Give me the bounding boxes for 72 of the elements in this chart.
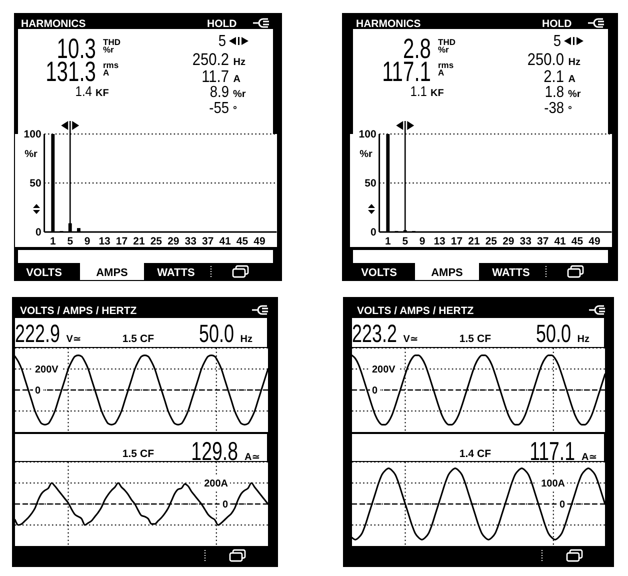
x-tick-label: 17 [450,236,463,248]
y-tick-label: 100A [541,478,565,490]
text: 223.2 V≃ [352,319,418,348]
y-tick-label: 200V [35,364,59,376]
x-tick-label: 37 [202,236,214,248]
text: 1.5 CF [459,333,492,345]
y-tick-label: 0 [35,386,41,396]
x-tick-label: 33 [520,236,532,248]
text: 50.0 Hz [198,319,252,348]
annotation: 129.8 A≃ [191,436,260,466]
text: 250.2 Hz [192,51,246,70]
text: 50.0 Hz [536,319,590,348]
chart-title: HARMONICS [21,18,86,30]
x-tick-label: 1 [384,236,391,248]
x-tick-label: 49 [588,236,600,248]
y-axis-title: %r [360,149,372,160]
chart-title: VOLTS / AMPS / HERTZ [20,305,138,317]
x-tick-label: 37 [536,236,549,248]
x-tick-label: 29 [168,236,180,248]
text: -55 ° [209,99,237,118]
y-tick-label: 0 [222,500,228,510]
text: 1.5 CF [122,333,155,345]
y-tick-label: 50 [30,178,42,190]
y-tick-label: 50 [364,178,376,190]
x-tick-label: 1 [50,236,56,248]
y-tick-label: 0 [370,226,376,239]
y-tick-label: 100 [358,128,376,141]
text: HOLD [207,18,238,30]
text: 1.4 KF [75,83,109,100]
y-tick-label: 100 [24,128,42,141]
x-tick-label: 5 [67,236,74,248]
chart-title: VOLTS / AMPS / HERTZ [357,305,474,317]
x-tick-label: 33 [184,236,197,248]
text: WATTS [157,267,195,279]
text: 222.9 V≃ [14,319,82,348]
text: 1.4 CF [459,448,492,460]
x-tick-label: 5 [402,236,408,248]
text: -38 ° [544,99,572,118]
y-tick-label: 200A [204,478,228,490]
text: VOLTS [361,267,397,279]
y-tick-label: 0 [35,226,42,239]
x-tick-label: 21 [468,236,480,248]
x-tick-label: 9 [419,236,426,248]
y-tick-label: 200V [372,364,396,376]
text: 1.5 CF [122,448,155,460]
x-tick-label: 41 [554,236,566,248]
x-tick-label: 9 [84,236,90,248]
x-tick-label: 13 [434,236,446,248]
x-tick-label: 17 [116,236,128,248]
y-tick-label: 0 [372,386,378,396]
x-tick-label: 25 [485,236,498,248]
x-tick-label: 45 [571,236,584,248]
text: HOLD [542,18,572,30]
x-tick-label: 49 [254,236,266,248]
text: WATTS [492,267,530,279]
x-tick-label: 13 [98,236,111,248]
text: VOLTS [26,267,62,279]
x-tick-label: 41 [219,236,232,248]
x-tick-label: 21 [133,236,145,248]
y-tick-label: 0 [559,500,566,510]
annotation: 117.1 A≃ [530,436,598,466]
x-tick-label: 25 [150,236,162,248]
text: 1.1 KF [410,83,444,100]
x-tick-label: 45 [236,236,248,248]
text: AMPS [96,267,128,279]
x-tick-label: 29 [502,236,514,248]
y-axis-title: %r [24,149,38,160]
text: AMPS [431,267,463,279]
chart-title: HARMONICS [356,18,421,30]
text: 250.0 Hz [527,51,580,70]
text: 5 [553,32,561,50]
text: 5 [218,32,226,50]
